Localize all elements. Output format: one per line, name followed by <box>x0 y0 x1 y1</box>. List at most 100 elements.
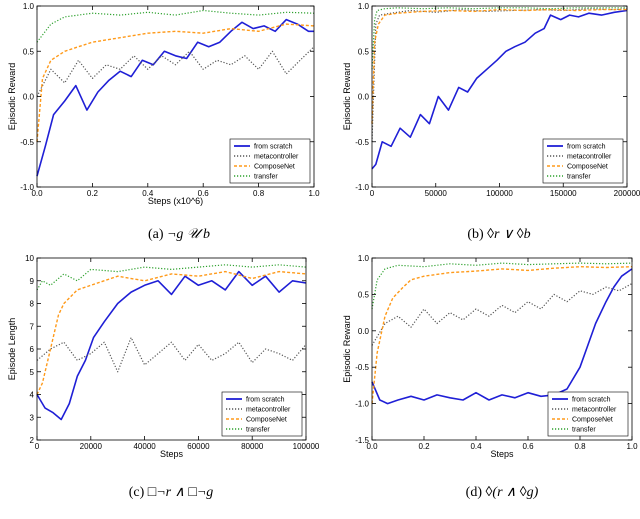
y-tick-label: 0.5 <box>358 290 370 299</box>
y-tick-label: 1.0 <box>358 2 370 11</box>
x-tick-label: 0.2 <box>418 442 430 451</box>
legend-entry-label: from scratch <box>567 144 606 151</box>
x-tick-label: 100000 <box>486 189 513 198</box>
legend-entry-label: from scratch <box>572 397 611 404</box>
y-axis-label: Episodic Reward <box>342 315 352 383</box>
series-line-metacontroller <box>36 46 315 97</box>
series-line-metacontroller <box>371 8 628 142</box>
legend: from scratch metacontroller ComposeNet tran… <box>542 138 624 184</box>
legend-entry-label: transfer <box>567 174 591 181</box>
y-tick-label: 5 <box>30 368 35 377</box>
legend-entry-label: ComposeNet <box>572 417 613 424</box>
y-tick-label: -0.5 <box>355 138 369 147</box>
series-line-transfer <box>36 9 315 43</box>
series-line-transfer <box>371 262 633 310</box>
caption-formula: ¬g 𝒰 b <box>167 227 210 242</box>
y-tick-label: -1.5 <box>355 436 369 445</box>
x-tick-label: 0.8 <box>574 442 586 451</box>
x-tick-label: 20000 <box>80 442 103 451</box>
legend-entry-label: from scratch <box>246 397 285 404</box>
legend-entry-label: metacontroller <box>572 407 617 414</box>
x-tick-label: 50000 <box>425 189 448 198</box>
caption-formula: ◊r ∨ ◊b <box>487 227 531 242</box>
y-tick-label: 3 <box>30 413 35 422</box>
x-tick-label: 1.0 <box>308 189 320 198</box>
plot-frame <box>371 257 633 441</box>
x-axis-label: Steps <box>490 449 514 459</box>
y-tick-label: -1.0 <box>355 183 369 192</box>
y-tick-label: -1.0 <box>355 400 369 409</box>
x-tick-label: 0 <box>370 189 375 198</box>
series-line-metacontroller <box>36 337 307 373</box>
legend-entry-label: from scratch <box>254 144 293 151</box>
legend-entry-label: transfer <box>254 174 278 181</box>
x-axis-label: Steps (x10^6) <box>148 196 203 206</box>
y-tick-label: 0.0 <box>358 327 370 336</box>
legend: from scratch metacontroller ComposeNet tran… <box>221 391 303 437</box>
x-tick-label: 100000 <box>293 442 320 451</box>
caption-formula: ◊(r ∧ ◊g) <box>485 485 538 500</box>
chart-1: 0 50000 100000 150000 200000 -1.0 -0.5 0.0 0.5 1.… <box>342 2 640 242</box>
subfigure-caption: (a) ¬g 𝒰 b <box>148 227 210 242</box>
series-line-from-scratch <box>36 18 314 177</box>
y-tick-label: 2 <box>30 436 35 445</box>
y-tick-label: 8 <box>30 300 35 309</box>
legend-entry-label: metacontroller <box>567 154 612 161</box>
y-tick-label: -0.5 <box>20 138 34 147</box>
x-tick-label: 0 <box>35 442 40 451</box>
x-tick-label: 1.0 <box>626 442 638 451</box>
series-line-ComposeNet <box>36 23 315 142</box>
legend-entry-label: transfer <box>246 427 270 434</box>
y-tick-label: 0.0 <box>358 93 370 102</box>
x-tick-label: 200000 <box>614 189 640 198</box>
y-tick-label: 4 <box>30 391 35 400</box>
y-axis-label: Episodic Reward <box>7 63 17 131</box>
x-tick-label: 0.8 <box>253 189 265 198</box>
caption-id: (d) <box>466 485 486 500</box>
x-tick-label: 0.0 <box>366 442 378 451</box>
legend: from scratch metacontroller ComposeNet tran… <box>547 391 629 437</box>
y-tick-label: -0.5 <box>355 363 369 372</box>
caption-formula: □¬r ∧ □¬g <box>148 485 214 500</box>
x-tick-label: 40000 <box>133 442 156 451</box>
y-tick-label: 1.0 <box>23 2 35 11</box>
subfigure-caption: (b) ◊r ∨ ◊b <box>467 227 530 242</box>
y-tick-label: 0.5 <box>23 47 35 56</box>
x-tick-label: 0.0 <box>31 189 43 198</box>
y-tick-label: 1.0 <box>358 254 370 263</box>
chart-0: 0.0 0.2 0.4 0.6 0.8 1.0 -1.0 -0.5 0.0 0.5 1.0 Steps… <box>7 2 320 242</box>
chart-3: 0.0 0.2 0.4 0.6 0.8 1.0 -1.5 -1.0 -0.5 0.0 0.5 1.0 S… <box>342 254 638 500</box>
y-tick-label: 0.0 <box>23 93 35 102</box>
series-line-from-scratch <box>371 268 633 405</box>
y-tick-label: -1.0 <box>20 183 34 192</box>
series-line-ComposeNet <box>36 270 307 395</box>
legend: from scratch metacontroller ComposeNet tran… <box>229 138 311 184</box>
y-tick-label: 6 <box>30 345 35 354</box>
legend-entry-label: ComposeNet <box>254 164 295 171</box>
subfigure-caption: (c) □¬r ∧ □¬g <box>129 485 214 500</box>
series-line-metacontroller <box>371 282 633 346</box>
subfigure-caption: (d) ◊(r ∧ ◊g) <box>466 485 539 500</box>
x-tick-label: 60000 <box>187 442 210 451</box>
y-tick-label: 0.5 <box>358 47 370 56</box>
caption-id: (b) <box>467 227 487 242</box>
x-tick-label: 150000 <box>550 189 577 198</box>
legend-entry-label: metacontroller <box>254 154 299 161</box>
x-tick-label: 80000 <box>241 442 264 451</box>
x-tick-label: 0.6 <box>198 189 210 198</box>
x-tick-label: 0.6 <box>522 442 534 451</box>
caption-id: (a) <box>148 227 167 242</box>
y-axis-label: Episode Length <box>7 318 17 381</box>
series-line-ComposeNet <box>371 8 627 124</box>
x-tick-label: 0.4 <box>142 189 154 198</box>
legend-entry-label: ComposeNet <box>567 164 608 171</box>
legend-entry-label: ComposeNet <box>246 417 287 424</box>
series-line-ComposeNet <box>371 266 633 404</box>
caption-id: (c) <box>129 485 148 500</box>
series-line-from-scratch <box>371 9 628 170</box>
y-tick-label: 10 <box>25 254 34 263</box>
series-line-from-scratch <box>36 270 307 421</box>
legend-entry-label: transfer <box>572 427 596 434</box>
legend-entry-label: metacontroller <box>246 407 291 414</box>
